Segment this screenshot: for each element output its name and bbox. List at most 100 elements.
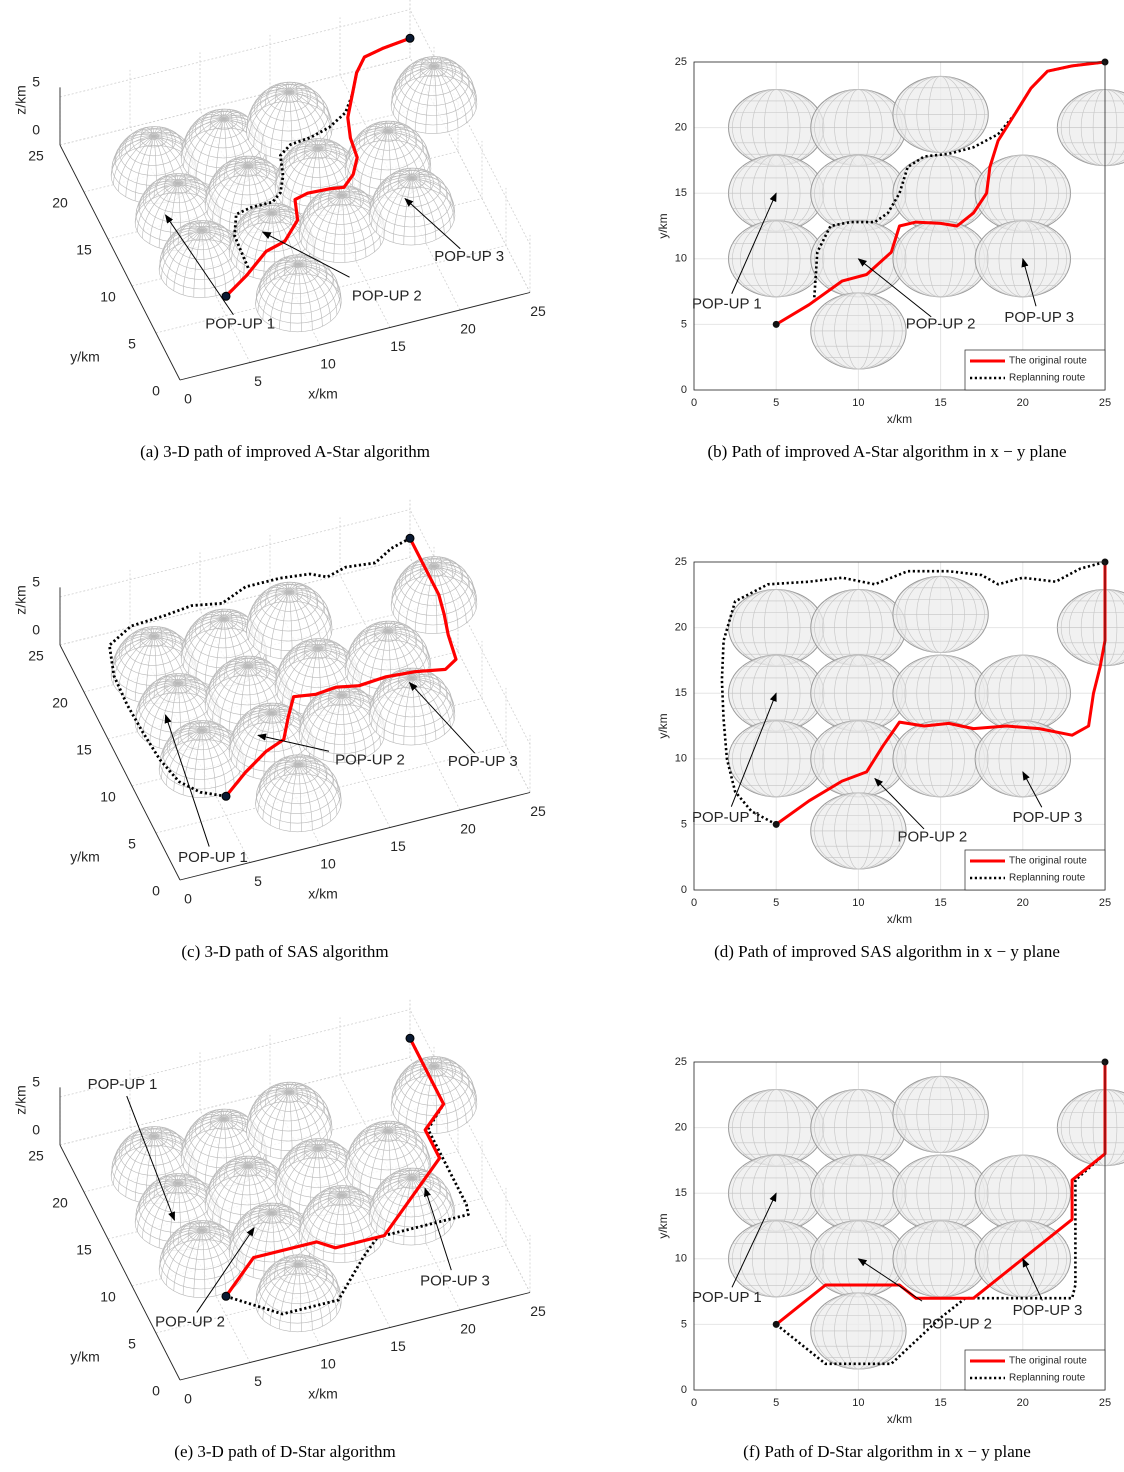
- y-axis-label: y/km: [70, 1349, 100, 1365]
- threat-dome-meridian: [257, 1264, 299, 1313]
- y-tick-label: 10: [675, 253, 687, 265]
- threat-dome-parallel: [249, 87, 329, 142]
- threat-dome-parallel: [398, 58, 470, 106]
- y-tick-label: 5: [128, 1336, 136, 1352]
- threat-dome-parallel: [304, 140, 332, 160]
- threat-zone: [892, 154, 989, 232]
- x-tick-label: 15: [390, 838, 406, 854]
- x-tick-label: 5: [254, 373, 262, 389]
- threat-dome-parallel: [382, 1167, 442, 1208]
- threat-dome-fill: [159, 1220, 245, 1298]
- threat-dome-meridian: [349, 128, 389, 157]
- threat-dome-meridian: [433, 65, 473, 117]
- threat-dome-meridian: [223, 1110, 244, 1131]
- threat-dome-meridian: [243, 712, 273, 774]
- grid-line: [59, 1009, 411, 1098]
- threat-dome-meridian: [288, 1091, 293, 1160]
- threat-dome-parallel: [132, 126, 176, 157]
- route-line: [224, 36, 411, 298]
- threat-dome-meridian: [398, 565, 435, 622]
- threat-dome-parallel: [306, 1187, 378, 1235]
- threat-dome-meridian: [352, 630, 389, 686]
- route-line: [812, 60, 1106, 303]
- annotation-arrow: [257, 733, 330, 752]
- threat-dome-parallel: [258, 260, 338, 315]
- annotation-label: POP-UP 3: [1013, 809, 1083, 826]
- threat-dome-meridian: [411, 177, 427, 244]
- annotation-label: POP-UP 1: [692, 1289, 762, 1306]
- threat-dome-parallel: [118, 128, 190, 176]
- threat-dome-fill: [391, 56, 477, 134]
- threat-dome-meridian: [139, 680, 179, 710]
- threat-dome-parallel: [164, 675, 192, 695]
- threat-dome-meridian: [341, 194, 375, 253]
- threat-dome-parallel: [275, 1084, 303, 1103]
- threat-dome-meridian: [298, 755, 318, 777]
- threat-dome-meridian: [279, 264, 299, 330]
- threat-dome-parallel: [312, 185, 372, 225]
- threat-dome-meridian: [298, 264, 323, 327]
- threat-dome-meridian: [282, 647, 319, 704]
- annotation-arrow: [1022, 771, 1043, 808]
- threat-dome-meridian: [411, 1177, 456, 1214]
- threat-dome-meridian: [425, 566, 435, 634]
- annotation-label: POP-UP 1: [178, 849, 248, 866]
- threat-dome-parallel: [312, 1185, 372, 1225]
- y-axis-label: y/km: [656, 213, 670, 238]
- threat-dome-meridian: [349, 1128, 389, 1157]
- threat-dome-parallel: [194, 108, 254, 149]
- threat-zone: [810, 1154, 907, 1232]
- threat-dome-parallel: [197, 727, 207, 734]
- threat-dome-parallel: [263, 756, 334, 805]
- threat-dome-meridian: [231, 212, 273, 262]
- threat-dome-meridian: [289, 1091, 329, 1143]
- legend-label: The original route: [1009, 856, 1087, 867]
- threat-dome-meridian: [263, 712, 273, 780]
- threat-dome-meridian: [153, 1127, 174, 1149]
- y-tick-label: 25: [675, 56, 687, 68]
- threat-dome-meridian: [201, 229, 227, 293]
- threat-dome-meridian: [387, 630, 432, 667]
- route-endpoint: [772, 820, 780, 828]
- x-tick-label: 20: [460, 1321, 476, 1337]
- threat-dome-meridian: [392, 177, 413, 243]
- route-endpoint: [221, 791, 231, 801]
- threat-dome-meridian: [298, 264, 338, 315]
- x-axis-label: x/km: [887, 912, 912, 926]
- threat-dome-parallel: [234, 1158, 262, 1177]
- threat-dome: [390, 556, 478, 634]
- threat-dome-meridian: [182, 1229, 203, 1296]
- threat-dome-meridian: [209, 663, 249, 692]
- x-tick-label: 20: [1017, 1397, 1029, 1409]
- threat-dome-meridian: [392, 677, 413, 743]
- threat-dome-parallel: [234, 658, 262, 677]
- threat-dome-parallel: [298, 1204, 386, 1263]
- threat-dome-parallel: [296, 1138, 340, 1169]
- threat-dome-meridian: [228, 165, 249, 231]
- threat-dome-meridian: [228, 665, 249, 731]
- threat-dome-meridian: [398, 1065, 435, 1122]
- threat-dome-parallel: [299, 196, 385, 255]
- threat-dome-parallel: [366, 620, 410, 651]
- threat-dome-parallel: [304, 640, 332, 660]
- threat-dome-meridian: [166, 1229, 203, 1286]
- threat-dome-parallel: [382, 167, 442, 208]
- threat-dome-parallel: [156, 173, 200, 204]
- threat-dome-meridian: [373, 675, 413, 704]
- annotation-arrow: [408, 681, 476, 754]
- threat-dome-meridian: [113, 135, 155, 185]
- axes-frame: [693, 61, 1106, 391]
- annotation-arrow: [731, 1192, 777, 1288]
- threat-dome-parallel: [234, 158, 262, 177]
- threat-dome-parallel: [369, 179, 455, 237]
- threat-dome-parallel: [188, 110, 260, 159]
- threat-dome-meridian: [201, 229, 235, 288]
- legend-box: [964, 349, 1106, 391]
- x-tick-label: 15: [390, 338, 406, 354]
- threat-dome-meridian: [298, 1255, 318, 1277]
- threat-dome-meridian: [373, 175, 413, 204]
- threat-dome-meridian: [158, 682, 179, 749]
- threat-dome-meridian: [288, 1083, 309, 1104]
- threat-dome-parallel: [383, 1127, 393, 1135]
- threat-dome-parallel: [202, 1108, 246, 1139]
